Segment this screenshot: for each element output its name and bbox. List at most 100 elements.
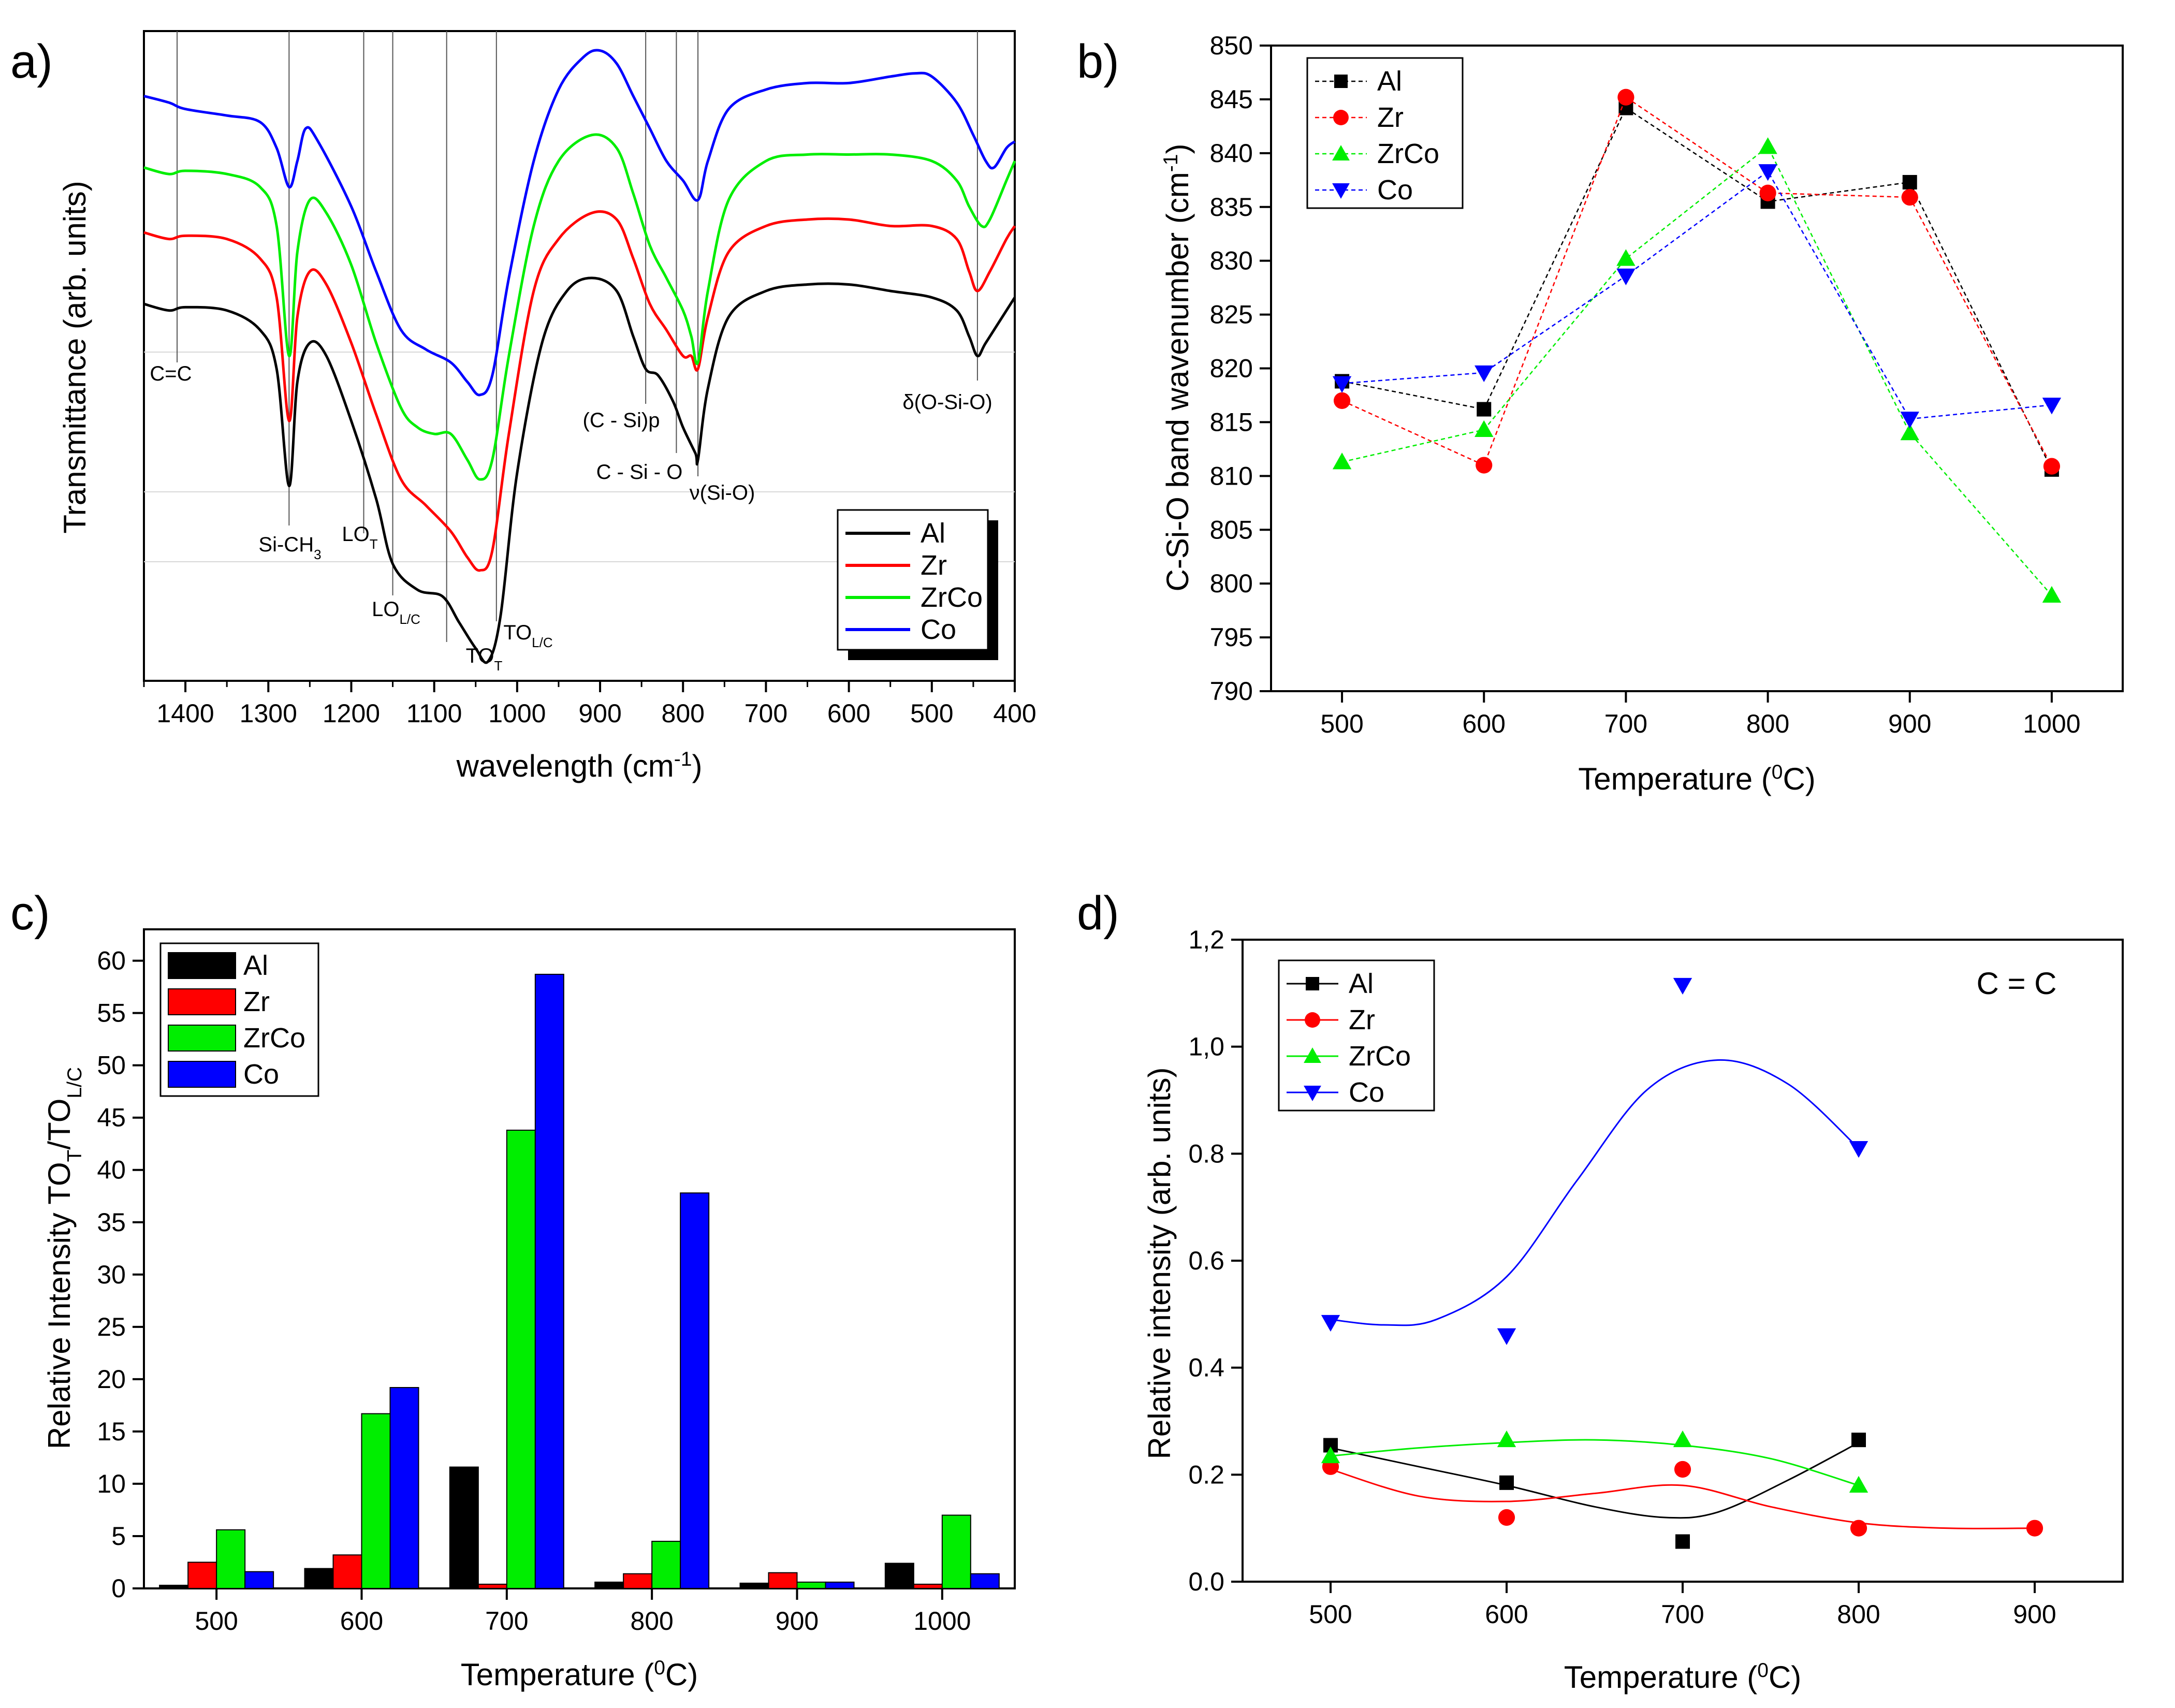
y-tick-label: 15 xyxy=(97,1417,126,1446)
bar-zrco-1000 xyxy=(941,1514,971,1589)
y-axis-title: Relative intensity (arb. units) xyxy=(1142,1068,1177,1459)
legend-marker xyxy=(1306,977,1319,990)
bar-zr-600 xyxy=(332,1554,362,1589)
y-tick-label: 800 xyxy=(1210,569,1253,598)
data-point-co xyxy=(2042,398,2062,415)
data-point-zrco xyxy=(1321,1446,1340,1464)
panel-label-c: c) xyxy=(10,887,50,940)
x-tick-label: 900 xyxy=(776,1607,819,1636)
annotation-label: TOL/C xyxy=(503,621,552,650)
y-tick-label: 40 xyxy=(97,1156,126,1185)
data-point-zr xyxy=(1674,1461,1691,1478)
legend-marker xyxy=(1332,183,1350,199)
bar-al-600 xyxy=(304,1568,334,1589)
fit-curve-zrco xyxy=(1330,1439,1859,1486)
panel-label-d: d) xyxy=(1077,887,1119,940)
data-point-co xyxy=(1849,1141,1869,1158)
panel-b-wavenumber: b) 790 795 800 805 810 815 820 825 830 835 840 845 85… xyxy=(1077,31,2124,796)
y-tick-label: 10 xyxy=(97,1469,126,1498)
panel-d-intensity: d) 0.0 0.2 0.4 0.6 0.8 1,0 1,2 500 600 700 800 900 Te… xyxy=(1077,887,2124,1695)
annotation-label: ν(Si-O) xyxy=(690,481,755,504)
bar-zrco-500 xyxy=(216,1529,246,1589)
x-axis-title-part: ) xyxy=(692,749,702,783)
annotation-label: TOT xyxy=(466,645,503,674)
y-axis-title-part: Relative Intensity TO xyxy=(42,1162,77,1449)
x-tick-label: 800 xyxy=(1837,1600,1880,1629)
bar-al-900 xyxy=(739,1582,769,1589)
legend-label: Co xyxy=(1349,1077,1384,1108)
y-axis-title-part: C-Si-O band wavenumber (cm xyxy=(1160,172,1195,591)
annotation-label: LOL/C xyxy=(372,598,420,627)
legend-label: Al xyxy=(1349,968,1374,999)
bar-zrco-900 xyxy=(796,1581,826,1589)
y-tick-label: 45 xyxy=(97,1103,126,1132)
legend-label: Zr xyxy=(1349,1004,1375,1035)
legend-label: ZrCo xyxy=(1377,138,1439,169)
data-point-zr xyxy=(1333,392,1351,409)
data-point-al xyxy=(1477,402,1492,417)
spectrum-zrco xyxy=(143,133,1016,481)
x-tick-label: 1000 xyxy=(488,699,546,728)
data-point-zr xyxy=(1498,1509,1515,1526)
y-tick-label: 0.0 xyxy=(1188,1567,1224,1596)
x-tick-label: 700 xyxy=(745,699,787,728)
annotation-label-part: T xyxy=(370,536,378,552)
data-point-co xyxy=(1497,1328,1516,1345)
x-axis-title-part: wavelength (cm xyxy=(456,749,674,783)
bar-al-800 xyxy=(594,1581,624,1589)
x-tick-label: 600 xyxy=(827,699,870,728)
legend-label: Al xyxy=(1377,66,1402,97)
x-axis-title: Temperature (0C) xyxy=(461,1657,698,1692)
x-tick-label: 900 xyxy=(1888,709,1931,738)
y-axis-title-part: /TO xyxy=(42,1099,77,1150)
x-axis-title-part: Temperature ( xyxy=(1578,762,1771,796)
annotation-label-part: L/C xyxy=(532,635,552,650)
y-tick-label: 845 xyxy=(1210,85,1253,114)
annotation-label-part: TO xyxy=(466,645,494,667)
annotation-label-part: 3 xyxy=(314,547,321,562)
spectrum-zr xyxy=(143,210,1016,572)
y-tick-label: 825 xyxy=(1210,300,1253,329)
legend-box xyxy=(1278,959,1435,1112)
y-axis-title-part: ) xyxy=(1160,144,1195,154)
series-line-zrco xyxy=(1341,145,2052,596)
x-tick-label: 800 xyxy=(1746,709,1789,738)
annotation-label: (C - Si)p xyxy=(583,409,660,432)
bar-zr-800 xyxy=(623,1573,653,1589)
bar-al-700 xyxy=(449,1466,479,1589)
legend-label: Co xyxy=(1377,174,1413,206)
y-tick-label: 60 xyxy=(97,946,126,975)
legend-label: ZrCo xyxy=(921,582,983,613)
panel-label-a: a) xyxy=(10,35,53,88)
legend-swatch-zrco xyxy=(168,1025,236,1052)
y-tick-label: 20 xyxy=(97,1365,126,1394)
legend-label: Al xyxy=(243,950,268,981)
x-tick-label: 500 xyxy=(195,1607,238,1636)
bar-co-800 xyxy=(680,1192,710,1589)
x-tick-label: 500 xyxy=(1309,1600,1352,1629)
y-axis-title-part: T xyxy=(64,1150,86,1162)
x-axis-title: wavelength (cm-1) xyxy=(456,748,703,784)
chart-annotation: C = C xyxy=(1976,966,2056,1001)
annotation-label: δ(O-Si-O) xyxy=(902,391,992,414)
bar-al-500 xyxy=(159,1584,189,1589)
spectrum-co xyxy=(143,49,1016,397)
x-tick-label: 700 xyxy=(485,1607,528,1636)
y-tick-label: 30 xyxy=(97,1260,126,1289)
data-point-zr xyxy=(1759,184,1776,201)
data-point-zr xyxy=(1901,188,1918,206)
y-tick-label: 815 xyxy=(1210,407,1253,436)
data-point-al xyxy=(1675,1534,1690,1549)
data-point-zr xyxy=(1617,89,1634,106)
y-tick-label: 0.4 xyxy=(1188,1353,1224,1382)
x-axis-title-part: 0 xyxy=(1757,1659,1769,1682)
panel-c-bars: c) 0 5 10 15 20 25 30 35 40 45 50 55 60 500 600 700 800 90… xyxy=(10,887,1016,1692)
data-point-zrco xyxy=(1332,452,1352,470)
annotation-label-part: LO xyxy=(372,598,399,621)
x-tick-label: 700 xyxy=(1661,1600,1704,1629)
annotation-label-part: L/C xyxy=(399,611,420,627)
bar-co-700 xyxy=(534,973,564,1589)
fit-curve-zr xyxy=(1330,1468,2035,1529)
